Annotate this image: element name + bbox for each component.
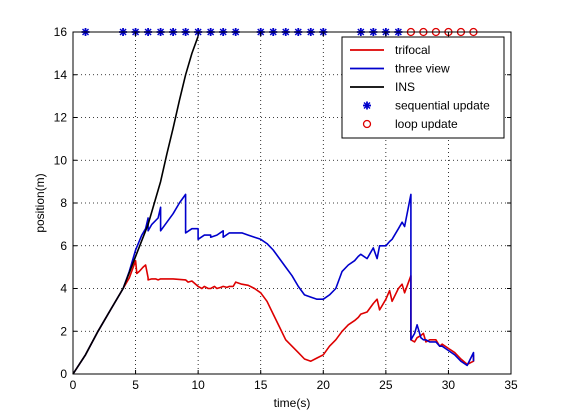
x-tick-label: 25 [379,378,393,392]
y-axis-label: position(m) [33,173,47,232]
grid [73,32,511,374]
x-tick-label: 0 [70,378,77,392]
legend-label-trifocal: trifocal [395,43,430,57]
x-axis-label: time(s) [274,396,311,410]
y-tick-label: 16 [54,25,68,39]
x-tick-label: 20 [317,378,331,392]
series-line-three-view [72,193,475,375]
legend-label-three-view: three view [395,62,450,76]
y-tick-label: 10 [54,153,68,167]
series-line-trifocal [72,259,475,375]
legend-label-ins: INS [395,80,415,94]
y-tick-label: 2 [60,324,67,338]
y-tick-label: 8 [60,196,67,210]
y-tick-label: 0 [60,367,67,381]
x-tick-label: 30 [442,378,456,392]
legend-label-sequential-update: sequential update [395,99,490,113]
x-tick-label: 5 [132,378,139,392]
x-tick-label: 35 [504,378,518,392]
y-tick-label: 4 [60,282,67,296]
legend: trifocal three view INS sequential update lo… [341,36,505,139]
x-tick-label: 15 [254,378,268,392]
ticks: 0 5 10 15 20 25 30 35 0 2 4 6 8 10 12 14 16 [54,25,518,392]
y-tick-label: 14 [54,68,68,82]
y-tick-label: 12 [54,111,68,125]
legend-swatch-sequential-update [363,101,371,110]
legend-label-loop-update: loop update [395,117,458,131]
legend-swatch-loop-update [362,119,372,129]
x-tick-label: 10 [191,378,205,392]
y-tick-label: 6 [60,239,67,253]
series-line-ins [72,36,199,375]
